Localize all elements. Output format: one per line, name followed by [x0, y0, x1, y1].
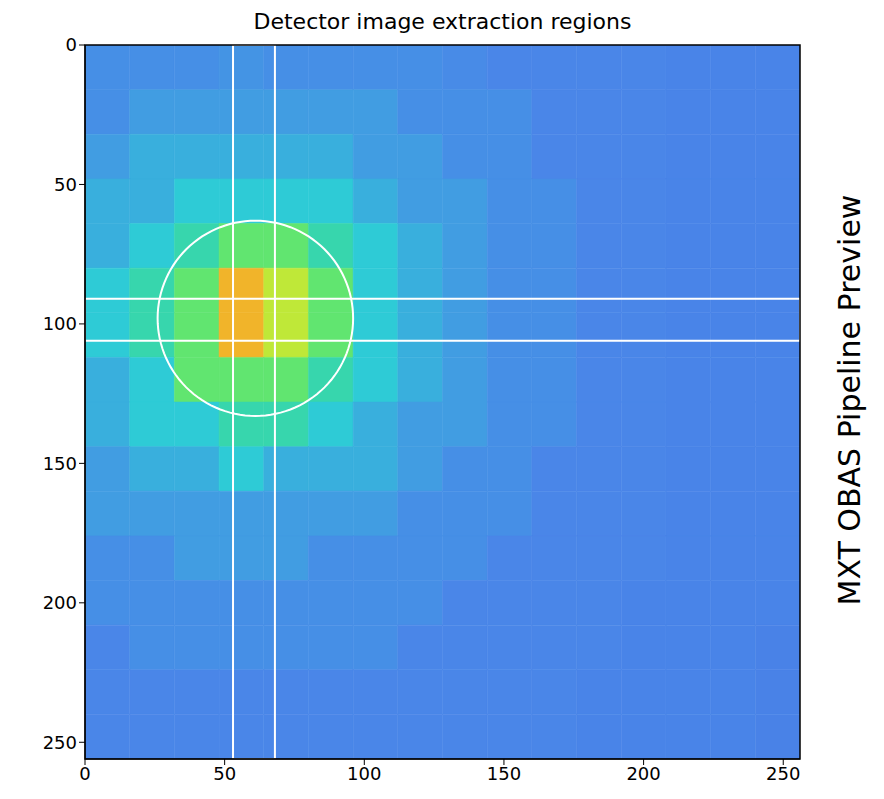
svg-text:0: 0: [66, 34, 77, 55]
svg-text:50: 50: [213, 763, 236, 784]
svg-text:100: 100: [43, 313, 77, 334]
svg-text:200: 200: [43, 592, 77, 613]
html-text:MXT OBAS Pipeline Preview: MXT OBAS Pipeline Preview: [832, 194, 867, 606]
svg-text:100: 100: [347, 763, 381, 784]
svg-text:150: 150: [487, 763, 521, 784]
svg-text:50: 50: [54, 174, 77, 195]
svg-text:150: 150: [43, 453, 77, 474]
html-text:Detector image extraction regi: Detector image extraction regions: [253, 9, 632, 34]
svg-text:200: 200: [626, 763, 660, 784]
svg-text:250: 250: [43, 732, 77, 753]
svg-text:250: 250: [766, 763, 800, 784]
svg-text:0: 0: [79, 763, 90, 784]
